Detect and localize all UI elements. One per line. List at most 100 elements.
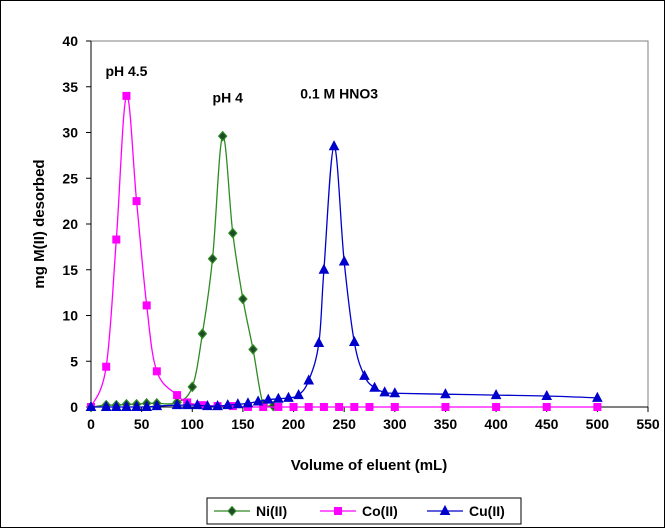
x-tick-label: 300 (383, 416, 407, 432)
data-point-cu-ii (181, 399, 193, 410)
data-point-co-ii (441, 403, 450, 411)
y-tick-label: 5 (70, 353, 78, 369)
annotation-label: pH 4 (213, 89, 244, 105)
data-point-cu-ii (110, 400, 122, 411)
data-point-co-ii (542, 403, 551, 411)
x-tick-label: 0 (87, 416, 95, 432)
data-point-cu-ii (318, 263, 330, 274)
data-point-co-ii (173, 391, 182, 400)
data-point-co-ii (365, 403, 374, 411)
data-point-co-ii (593, 403, 602, 411)
y-tick-label: 25 (62, 170, 78, 186)
data-point-cu-ii (262, 393, 274, 404)
data-point-cu-ii (141, 400, 153, 411)
series-layer (85, 91, 603, 413)
data-point-ni-ii (248, 343, 258, 355)
legend-item-ni-ii: Ni(II) (214, 503, 287, 519)
data-point-cu-ii (369, 381, 380, 392)
data-point-cu-ii (490, 389, 502, 400)
legend-marker-square (334, 507, 342, 515)
data-point-cu-ii (273, 392, 284, 403)
data-point-cu-ii (202, 400, 213, 411)
legend-label: Co(II) (362, 503, 398, 519)
legend-marker-diamond (227, 505, 237, 517)
data-point-cu-ii (328, 140, 340, 151)
legend-box (206, 497, 522, 525)
data-point-cu-ii (283, 391, 294, 402)
data-point-co-ii (492, 403, 501, 411)
legend-marker-triangle (439, 504, 451, 515)
x-tick-label: 400 (484, 416, 508, 432)
x-tick-label: 350 (434, 416, 458, 432)
data-point-ni-ii (217, 130, 228, 142)
data-point-cu-ii (222, 399, 234, 410)
data-point-co-ii (152, 367, 161, 376)
y-axis-title: mg M(II) desorbed (31, 159, 48, 288)
data-point-cu-ii (541, 389, 553, 401)
data-point-cu-ii (192, 399, 203, 410)
data-point-co-ii (112, 235, 121, 244)
legend-label: Cu(II) (469, 503, 505, 519)
data-point-cu-ii (232, 398, 244, 409)
data-point-cu-ii (303, 374, 315, 385)
y-tick-label: 0 (70, 399, 78, 415)
x-tick-label: 100 (181, 416, 205, 432)
annotation-label: pH 4.5 (105, 63, 147, 79)
data-point-co-ii (304, 403, 313, 411)
data-point-co-ii (390, 403, 399, 411)
data-point-cu-ii (121, 400, 132, 411)
x-axis-title: Volume of eluent (mL) (291, 457, 447, 474)
data-point-cu-ii (440, 388, 451, 399)
y-tick-label: 20 (62, 216, 78, 232)
x-tick-label: 450 (535, 416, 559, 432)
data-point-ni-ii (227, 227, 238, 239)
data-point-cu-ii (252, 395, 264, 406)
data-point-cu-ii (212, 400, 223, 411)
data-point-ni-ii (187, 381, 198, 393)
data-point-cu-ii (171, 399, 183, 410)
legend-label: Ni(II) (256, 503, 287, 519)
y-tick-label: 30 (62, 125, 78, 141)
data-point-co-ii (102, 362, 111, 371)
data-point-cu-ii (100, 400, 112, 411)
data-point-cu-ii (151, 400, 163, 411)
y-tick-label: 15 (62, 262, 78, 278)
data-point-cu-ii (359, 369, 370, 380)
legend: Ni(II) Co(II) Cu(II) (214, 503, 505, 519)
data-point-co-ii (319, 403, 328, 411)
data-point-co-ii (122, 91, 131, 100)
data-point-ni-ii (207, 253, 218, 265)
data-point-cu-ii (85, 400, 97, 411)
y-tick-label: 10 (62, 308, 78, 324)
data-point-cu-ii (379, 386, 391, 397)
legend-item-cu-ii: Cu(II) (427, 503, 505, 519)
x-axis: 0 50 100 150 200 250 300 350 400 450 500 550 (87, 406, 660, 432)
x-tick-label: 150 (231, 416, 255, 432)
y-axis: 0 5 10 15 20 25 30 35 40 (62, 33, 92, 415)
x-tick-label: 550 (636, 416, 660, 432)
data-point-co-ii (132, 197, 141, 206)
annotation-layer: pH 4.5 pH 4 0.1 M HNO3 (105, 63, 378, 106)
x-tick-label: 50 (134, 416, 150, 432)
data-point-cu-ii (313, 336, 325, 347)
data-point-cu-ii (131, 400, 142, 411)
y-tick-label: 40 (62, 33, 78, 49)
data-point-co-ii (335, 403, 344, 411)
y-tick-label: 35 (62, 79, 78, 95)
data-point-cu-ii (348, 335, 360, 347)
x-tick-label: 200 (282, 416, 306, 432)
data-point-co-ii (274, 403, 283, 411)
data-point-ni-ii (238, 293, 248, 305)
data-point-co-ii (350, 403, 359, 411)
data-point-cu-ii (592, 391, 603, 402)
x-tick-label: 250 (333, 416, 357, 432)
data-point-ni-ii (197, 328, 208, 340)
data-point-cu-ii (293, 389, 304, 400)
series-cu-ii (85, 140, 603, 411)
data-point-cu-ii (389, 387, 401, 398)
data-point-co-ii (289, 403, 298, 411)
plot-area-border (90, 40, 649, 408)
data-point-cu-ii (338, 255, 350, 266)
data-point-cu-ii (242, 397, 254, 408)
